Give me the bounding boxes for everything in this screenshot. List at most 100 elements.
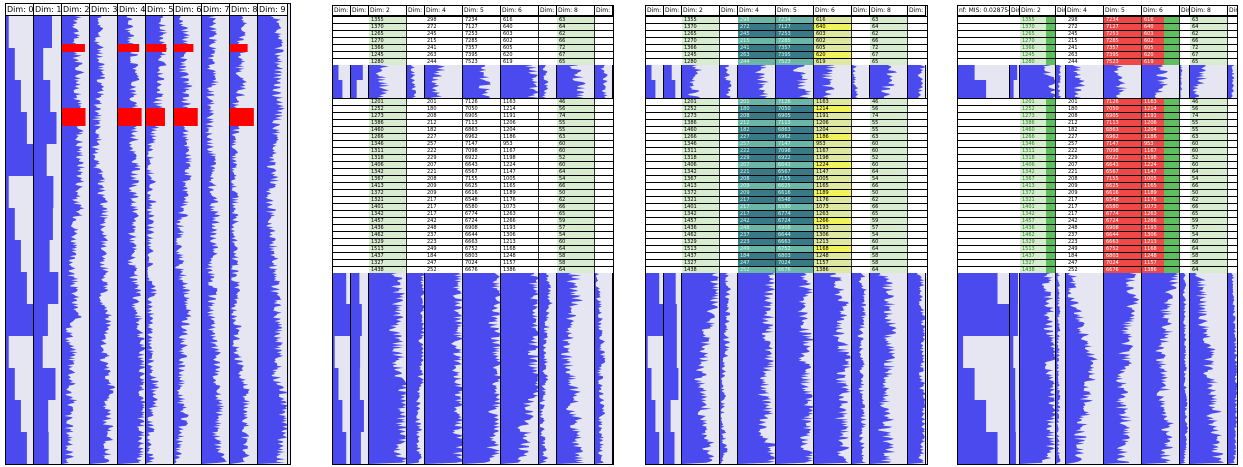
table-row[interactable]: 1370 272 7127 640 64 bbox=[958, 23, 1237, 30]
table-row[interactable]: 1265 245 7253 603 62 bbox=[958, 30, 1237, 37]
table-row[interactable]: 1329 223 6663 1213 60 bbox=[958, 238, 1237, 245]
table-row[interactable]: 1270 215 7285 602 66 bbox=[646, 37, 927, 44]
table-row[interactable]: 1245 263 7395 620 67 bbox=[333, 51, 613, 58]
table-row[interactable]: 1462 237 6644 1306 54 bbox=[646, 231, 927, 238]
table-row[interactable]: 1321 217 6548 1176 62 bbox=[958, 196, 1237, 203]
table-row[interactable]: 1436 248 6908 1193 57 bbox=[333, 224, 613, 231]
table-row[interactable]: 1329 223 6663 1213 60 bbox=[333, 238, 613, 245]
table-row[interactable]: 1436 248 6908 1193 57 bbox=[958, 224, 1237, 231]
column-header[interactable]: Dim: 4 bbox=[738, 6, 775, 16]
column-header[interactable]: Dim: 3 bbox=[407, 6, 424, 16]
column-header[interactable]: Dim: 4 bbox=[1066, 6, 1103, 16]
table-row[interactable]: 1342 221 6567 1147 64 bbox=[646, 168, 927, 175]
column-header[interactable]: Dim: 0 bbox=[333, 6, 350, 16]
column-header[interactable]: Dim: 9 bbox=[595, 6, 612, 16]
table-row[interactable]: 1513 249 6752 1168 64 bbox=[333, 245, 613, 252]
table-row[interactable]: 1342 217 6774 1263 65 bbox=[958, 210, 1237, 217]
table-row[interactable]: 1327 247 7024 1157 58 bbox=[646, 259, 927, 266]
table-row[interactable]: 1252 180 7050 1214 56 bbox=[958, 105, 1237, 112]
table-row[interactable]: 1372 209 6616 1189 50 bbox=[958, 189, 1237, 196]
column-header[interactable]: Dim: 2 bbox=[369, 6, 406, 16]
table-row[interactable]: 1311 222 7098 1167 60 bbox=[646, 147, 927, 154]
column-header[interactable]: Dim: 1 bbox=[34, 4, 61, 16]
table-row[interactable]: 1265 245 7253 603 62 bbox=[333, 30, 613, 37]
table-row[interactable]: 1436 248 6908 1193 57 bbox=[646, 224, 927, 231]
table-row[interactable]: 1355 298 7234 616 63 bbox=[958, 16, 1237, 23]
table-row[interactable]: 1401 217 6580 1073 66 bbox=[958, 203, 1237, 210]
table-row[interactable]: 1462 237 6644 1306 54 bbox=[333, 231, 613, 238]
table-row[interactable]: 1437 184 6803 1248 58 bbox=[333, 252, 613, 259]
table-row[interactable]: 1321 217 6548 1176 62 bbox=[333, 196, 613, 203]
column-header[interactable]: Dim: 6 bbox=[814, 6, 851, 16]
column-header[interactable]: Dim: 6 bbox=[501, 6, 538, 16]
column-header[interactable]: Dim: 4 bbox=[425, 6, 462, 16]
table-row[interactable]: 1252 180 7050 1214 56 bbox=[646, 105, 927, 112]
table-row[interactable]: 1266 227 6962 1186 63 bbox=[646, 133, 927, 140]
column-header[interactable]: Dim: 8 bbox=[1190, 6, 1227, 16]
column-header[interactable]: Dim: 1 bbox=[351, 6, 368, 16]
table-row[interactable]: 1266 227 6962 1186 63 bbox=[958, 133, 1237, 140]
table-row[interactable]: 1355 298 7234 616 63 bbox=[333, 16, 613, 23]
table-row[interactable]: 1437 184 6803 1248 58 bbox=[646, 252, 927, 259]
table-row[interactable]: 1355 298 7234 616 63 bbox=[646, 16, 927, 23]
column-header[interactable]: Dim: 8 bbox=[230, 4, 257, 16]
column-header[interactable]: Dim: 7 bbox=[1180, 6, 1189, 16]
column-header[interactable]: Dim: 9 bbox=[258, 4, 287, 16]
table-row[interactable]: 1406 207 6643 1224 60 bbox=[958, 161, 1237, 168]
column-header[interactable]: Dim: 6 bbox=[174, 4, 201, 16]
table-row[interactable]: 1342 217 6774 1263 65 bbox=[646, 210, 927, 217]
column-header[interactable]: nf: MIS: 0.0287541 bbox=[958, 6, 1009, 16]
column-header[interactable]: Dim: 1 bbox=[664, 6, 681, 16]
table-row[interactable]: 1266 227 6962 1186 63 bbox=[333, 133, 613, 140]
table-row[interactable]: 1437 184 6803 1248 58 bbox=[958, 252, 1237, 259]
column-header[interactable]: Dim: 8 bbox=[870, 6, 907, 16]
table-row[interactable]: 1280 244 7523 619 65 bbox=[958, 58, 1237, 65]
table-row[interactable]: 1366 241 7357 605 72 bbox=[646, 44, 927, 51]
table-row[interactable]: 1386 212 7113 1206 55 bbox=[333, 119, 613, 126]
table-row[interactable]: 1245 263 7395 620 67 bbox=[646, 51, 927, 58]
table-row[interactable]: 1346 257 7147 953 60 bbox=[646, 140, 927, 147]
table-row[interactable]: 1413 209 6625 1165 66 bbox=[646, 182, 927, 189]
table-row[interactable]: 1329 223 6663 1213 60 bbox=[646, 238, 927, 245]
column-header[interactable]: Dim: 5 bbox=[1104, 6, 1141, 16]
table-row[interactable]: 1273 208 6905 1191 74 bbox=[333, 112, 613, 119]
table-row[interactable]: 1372 209 6616 1189 50 bbox=[646, 189, 927, 196]
table-row[interactable]: 1513 249 6752 1168 64 bbox=[958, 245, 1237, 252]
column-header[interactable]: Dim: 9 bbox=[908, 6, 925, 16]
column-header[interactable]: Dim: 8 bbox=[557, 6, 594, 16]
table-row[interactable]: 1265 245 7253 603 62 bbox=[646, 30, 927, 37]
table-row[interactable]: 1401 217 6580 1073 66 bbox=[333, 203, 613, 210]
table-row[interactable]: 1270 215 7285 602 66 bbox=[333, 37, 613, 44]
table-row[interactable]: 1457 242 6724 1266 59 bbox=[333, 217, 613, 224]
table-row[interactable]: 1413 209 6625 1165 66 bbox=[958, 182, 1237, 189]
table-row[interactable]: 1462 237 6644 1306 54 bbox=[958, 231, 1237, 238]
table-row[interactable]: 1273 208 6905 1191 74 bbox=[958, 112, 1237, 119]
table-row[interactable]: 1366 241 7357 605 72 bbox=[958, 44, 1237, 51]
table-row[interactable]: 1406 207 6643 1224 60 bbox=[333, 161, 613, 168]
table-row[interactable]: 1201 201 7126 1163 46 bbox=[958, 98, 1237, 105]
table-row[interactable]: 1201 201 7126 1163 46 bbox=[333, 98, 613, 105]
column-header[interactable]: Dim: 2 bbox=[62, 4, 89, 16]
table-row[interactable]: 1342 221 6567 1147 64 bbox=[958, 168, 1237, 175]
column-header[interactable]: Dim: 2 bbox=[682, 6, 719, 16]
table-row[interactable]: 1438 252 6676 1386 64 bbox=[333, 266, 613, 273]
column-header[interactable]: Dim: 0 bbox=[6, 4, 33, 16]
table-row[interactable]: 1413 209 6625 1165 66 bbox=[333, 182, 613, 189]
column-header[interactable]: Dim: 7 bbox=[852, 6, 869, 16]
column-header[interactable]: Dim: 7 bbox=[202, 4, 229, 16]
table-row[interactable]: 1346 257 7147 953 60 bbox=[333, 140, 613, 147]
table-row[interactable]: 1318 229 6922 1198 52 bbox=[333, 154, 613, 161]
column-header[interactable]: Dim: 1 bbox=[1010, 6, 1019, 16]
column-header[interactable]: Dim: 5 bbox=[146, 4, 173, 16]
column-header[interactable]: Dim: 3 bbox=[1056, 6, 1065, 16]
column-header[interactable]: Dim: 5 bbox=[776, 6, 813, 16]
column-header[interactable]: Dim: 3 bbox=[720, 6, 737, 16]
table-row[interactable]: 1460 182 6863 1204 55 bbox=[333, 126, 613, 133]
table-row[interactable]: 1406 207 6643 1224 60 bbox=[646, 161, 927, 168]
table-row[interactable]: 1370 272 7127 640 64 bbox=[333, 23, 613, 30]
table-row[interactable]: 1318 229 6922 1198 52 bbox=[958, 154, 1237, 161]
table-row[interactable]: 1342 221 6567 1147 64 bbox=[333, 168, 613, 175]
table-row[interactable]: 1311 222 7098 1167 60 bbox=[958, 147, 1237, 154]
table-row[interactable]: 1366 241 7357 605 72 bbox=[333, 44, 613, 51]
table-row[interactable]: 1460 182 6863 1204 55 bbox=[958, 126, 1237, 133]
